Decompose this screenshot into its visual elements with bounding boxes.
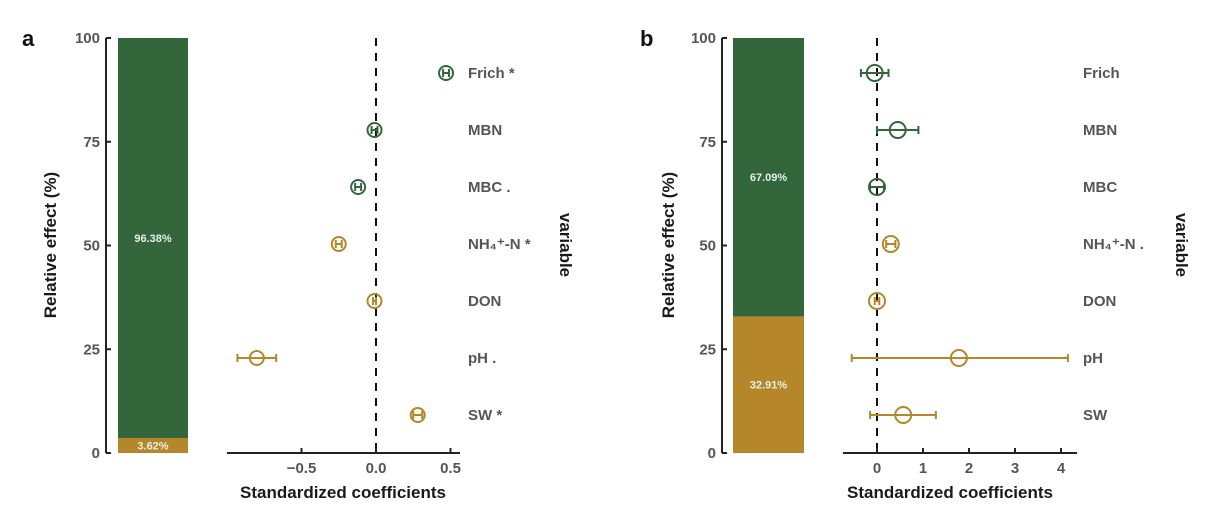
forest-row: MBC [868,178,1117,196]
variable-label: SW * [468,407,502,424]
stacked-bar-a: 3.62% 96.38% [118,38,188,453]
forest-row: pH [850,349,1103,367]
x-tick-label: 4 [1057,460,1066,477]
bar-label-microbial: 67.09% [750,172,788,184]
y-tick-label: 0 [708,445,716,462]
estimate-point [881,235,900,253]
variable-label: MBN [468,122,502,139]
estimate-point [949,349,968,367]
estimate-point [888,121,907,139]
y-tick-label: 75 [83,134,100,151]
forest-row: MBN [366,122,502,139]
forest-row: NH₄⁺-N . [881,235,1144,253]
estimate-point [366,293,383,309]
estimate-point [350,179,367,195]
variable-label: MBC . [468,179,511,196]
estimate-point [409,407,426,423]
y-axis-title-a: Relative effect (%) [41,172,60,318]
bar-label-soil: 32.91% [750,380,788,392]
y-axis-title-b: Relative effect (%) [659,172,678,318]
y-tick-label: 50 [699,238,716,255]
estimate-point [438,65,455,81]
variable-label: Frich [1083,65,1120,82]
bar-segment-soil [118,437,188,453]
y-axis-a: 0 25 50 75 100 [75,30,111,462]
x-tick-label: 2 [965,460,973,477]
panel-letter-b: b [640,26,653,51]
variable-label: MBN [1083,122,1117,139]
estimate-point [865,64,884,82]
y-tick-label: 100 [75,30,100,47]
stacked-bar-b: 32.91% 67.09% [733,38,804,453]
x-tick-label: −0.5 [287,460,317,477]
x-tick-label: 0.5 [440,460,461,477]
variable-label: DON [468,293,501,310]
estimate-point [868,178,886,196]
variable-label: NH₄⁺-N * [468,236,531,253]
variable-label: pH [1083,350,1103,367]
bar-segment-microbial [733,38,804,317]
panel-letter-a: a [22,26,35,51]
forest-row: Frich * [438,65,515,82]
variable-label: DON [1083,293,1116,310]
y-tick-label: 50 [83,238,100,255]
x-tick-label: 1 [919,460,927,477]
estimate-point [330,236,347,252]
y-tick-label: 0 [92,445,100,462]
forest-row: NH₄⁺-N * [330,236,531,253]
bar-label-soil: 3.62% [137,440,168,452]
forest-row: MBC . [350,179,511,196]
y-tick-label: 100 [691,30,716,47]
y-tick-label: 75 [699,134,716,151]
estimate-point [894,406,913,424]
forest-row: pH . [236,350,496,367]
right-axis-title-b: variable [1172,213,1191,277]
x-axis-title-b: Standardized coefficients [847,483,1053,502]
panel-b: b Relative effect (%) 0 25 50 75 100 32.91% 6… [640,26,1191,502]
x-tick-label: 0 [873,460,881,477]
bar-segment-soil [733,316,804,453]
forest-plot-a: Frich * MBN MBC . NH₄⁺-N * DON pH . SW * [236,38,531,453]
forest-row: SW [869,406,1108,424]
y-tick-label: 25 [699,341,716,358]
forest-row: DON [366,293,501,310]
forest-row: SW * [409,407,502,424]
x-axis-b: 0 1 2 3 4 [843,448,1077,477]
variable-label: pH . [468,350,496,367]
variable-label: SW [1083,407,1108,424]
estimate-point [868,292,886,310]
forest-plot-b: Frich MBN MBC NH₄⁺-N . DON pH SW [850,38,1144,453]
y-tick-label: 25 [83,341,100,358]
x-tick-label: 3 [1011,460,1019,477]
y-axis-b: 0 25 50 75 100 [691,30,727,462]
variable-label: Frich * [468,65,515,82]
x-axis-title-a: Standardized coefficients [240,483,446,502]
forest-row: MBN [876,121,1117,139]
variable-label: MBC [1083,179,1117,196]
bar-segment-microbial [118,38,188,438]
estimate-point [366,122,383,138]
panel-a: a Relative effect (%) 0 25 50 75 100 3.62% 96… [22,26,575,502]
forest-row: DON [868,292,1116,310]
bar-label-microbial: 96.38% [134,233,172,245]
forest-row: Frich [859,64,1120,82]
right-axis-title-a: variable [556,213,575,277]
estimate-point [248,350,265,366]
variable-label: NH₄⁺-N . [1083,236,1144,253]
x-tick-label: 0.0 [366,460,387,477]
x-axis-a: −0.5 0.0 0.5 [227,448,461,477]
